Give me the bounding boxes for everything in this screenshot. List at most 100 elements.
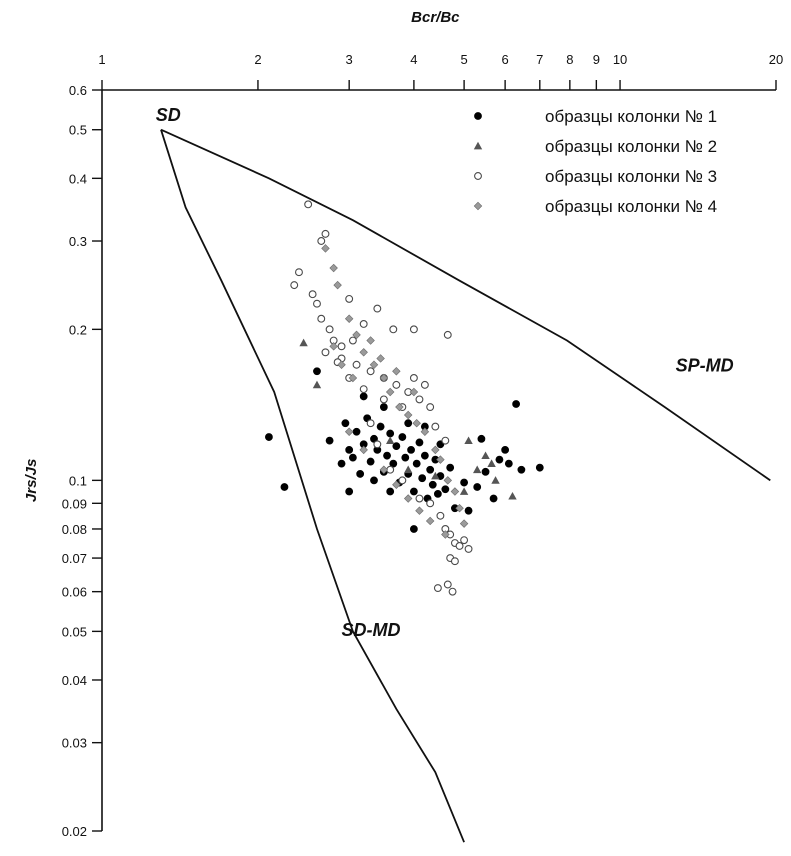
series-2-point [508,491,517,500]
series-1-point [352,427,361,436]
series-3-point [431,422,440,431]
data-points [265,200,544,596]
series-3-point [295,268,303,277]
series-4-point [344,427,354,436]
series-3-point [448,587,457,596]
domain-boundaries [160,128,771,843]
legend-marker-4 [473,201,483,211]
series-1-point [404,419,413,428]
series-4-point [412,418,421,428]
series-1 [265,367,544,533]
series-1-point [345,446,354,454]
y-tick-label: 0.4 [69,171,87,186]
x-tick-label: 4 [410,52,417,67]
series-4-point [455,503,464,513]
series-1-point [418,474,427,483]
x-axis-ticks: 1 2 3 4 5 6 7 8 9 10 20 [98,52,783,90]
series-2-point [491,476,500,484]
series-3-point [348,336,357,345]
series-4-point [441,530,450,539]
series-1-point [356,470,365,478]
region-label-sd-md: SD-MD [342,620,401,640]
series-1-point [392,442,401,451]
series-1-point [428,480,437,489]
series-1-point [389,459,398,468]
legend-marker-3 [474,172,482,180]
series-3-point [304,200,313,209]
legend-label-2: образцы колонки № 2 [545,137,717,156]
y-tick-label: 0.6 [69,83,87,98]
y-tick-label: 0.06 [62,585,87,600]
series-1-point [280,483,289,491]
series-2-point [459,487,469,495]
series-2-point [487,459,496,467]
y-tick-label: 0.05 [62,624,87,639]
series-1-point [345,487,354,496]
series-1-point [398,433,407,441]
series-3-point [409,374,418,382]
series-4-point [436,455,445,464]
series-3-point [392,380,401,389]
series-1-point [495,455,504,464]
series-4-point [376,354,385,363]
region-label-sd: SD [156,105,181,125]
series-4-point [359,445,368,455]
series-1-point [409,487,418,496]
series-3-point [337,342,346,351]
boundary-curve-2 [160,129,465,843]
series-4-point [379,465,389,474]
x-tick-label: 8 [566,52,573,67]
x-axis-title: Bcr/Bc [411,9,460,26]
x-tick-label: 20 [769,52,783,67]
series-3-point [389,325,398,334]
series-3-point [450,557,459,566]
series-2-point [464,436,473,444]
series-4-point [395,402,404,412]
y-tick-label: 0.2 [69,322,87,337]
series-1-point [341,419,350,428]
legend-label-1: образцы колонки № 1 [545,107,717,126]
series-1-point [481,467,490,476]
series-3-point [352,360,361,369]
series-3-point [321,348,330,357]
series-4-point [403,410,413,420]
legend-label-3: образцы колонки № 3 [545,167,717,186]
series-4-point [403,494,413,503]
series-2-point [312,380,322,389]
series-1-point [446,463,455,472]
series-3-point [443,580,452,589]
series-3-point [379,395,388,404]
x-tick-label: 9 [593,52,600,67]
series-4-point [431,445,440,455]
series-4-point [450,487,460,496]
y-tick-label: 0.3 [69,234,87,249]
series-3-point [359,320,368,328]
region-label-sp-md: SP-MD [676,355,734,375]
series-3-point [366,419,375,428]
series-3-point [443,330,452,339]
series-1-point [473,483,482,491]
legend-marker-2 [473,141,483,150]
series-4-point [409,387,419,397]
series-3-point [366,367,375,376]
series-1-point [433,489,442,498]
series-1-point [386,429,395,438]
series-1-point [359,392,368,401]
series-3-point [436,511,445,520]
y-tick-label: 0.03 [62,736,87,751]
series-4-point [337,360,346,369]
series-2-point [299,338,308,347]
series-3-point [373,304,382,313]
series-3-point [359,385,368,394]
series-4-point [379,373,389,383]
series-4-point [348,373,358,383]
y-tick-label: 0.02 [62,824,87,839]
series-3-point [373,440,382,449]
series-1-point [383,451,391,460]
series-3-point [460,536,469,545]
series-4-point [420,427,430,436]
series-1-point [386,487,395,496]
series-2 [299,338,517,500]
series-1-point [464,506,473,515]
series-3-point [313,299,321,308]
